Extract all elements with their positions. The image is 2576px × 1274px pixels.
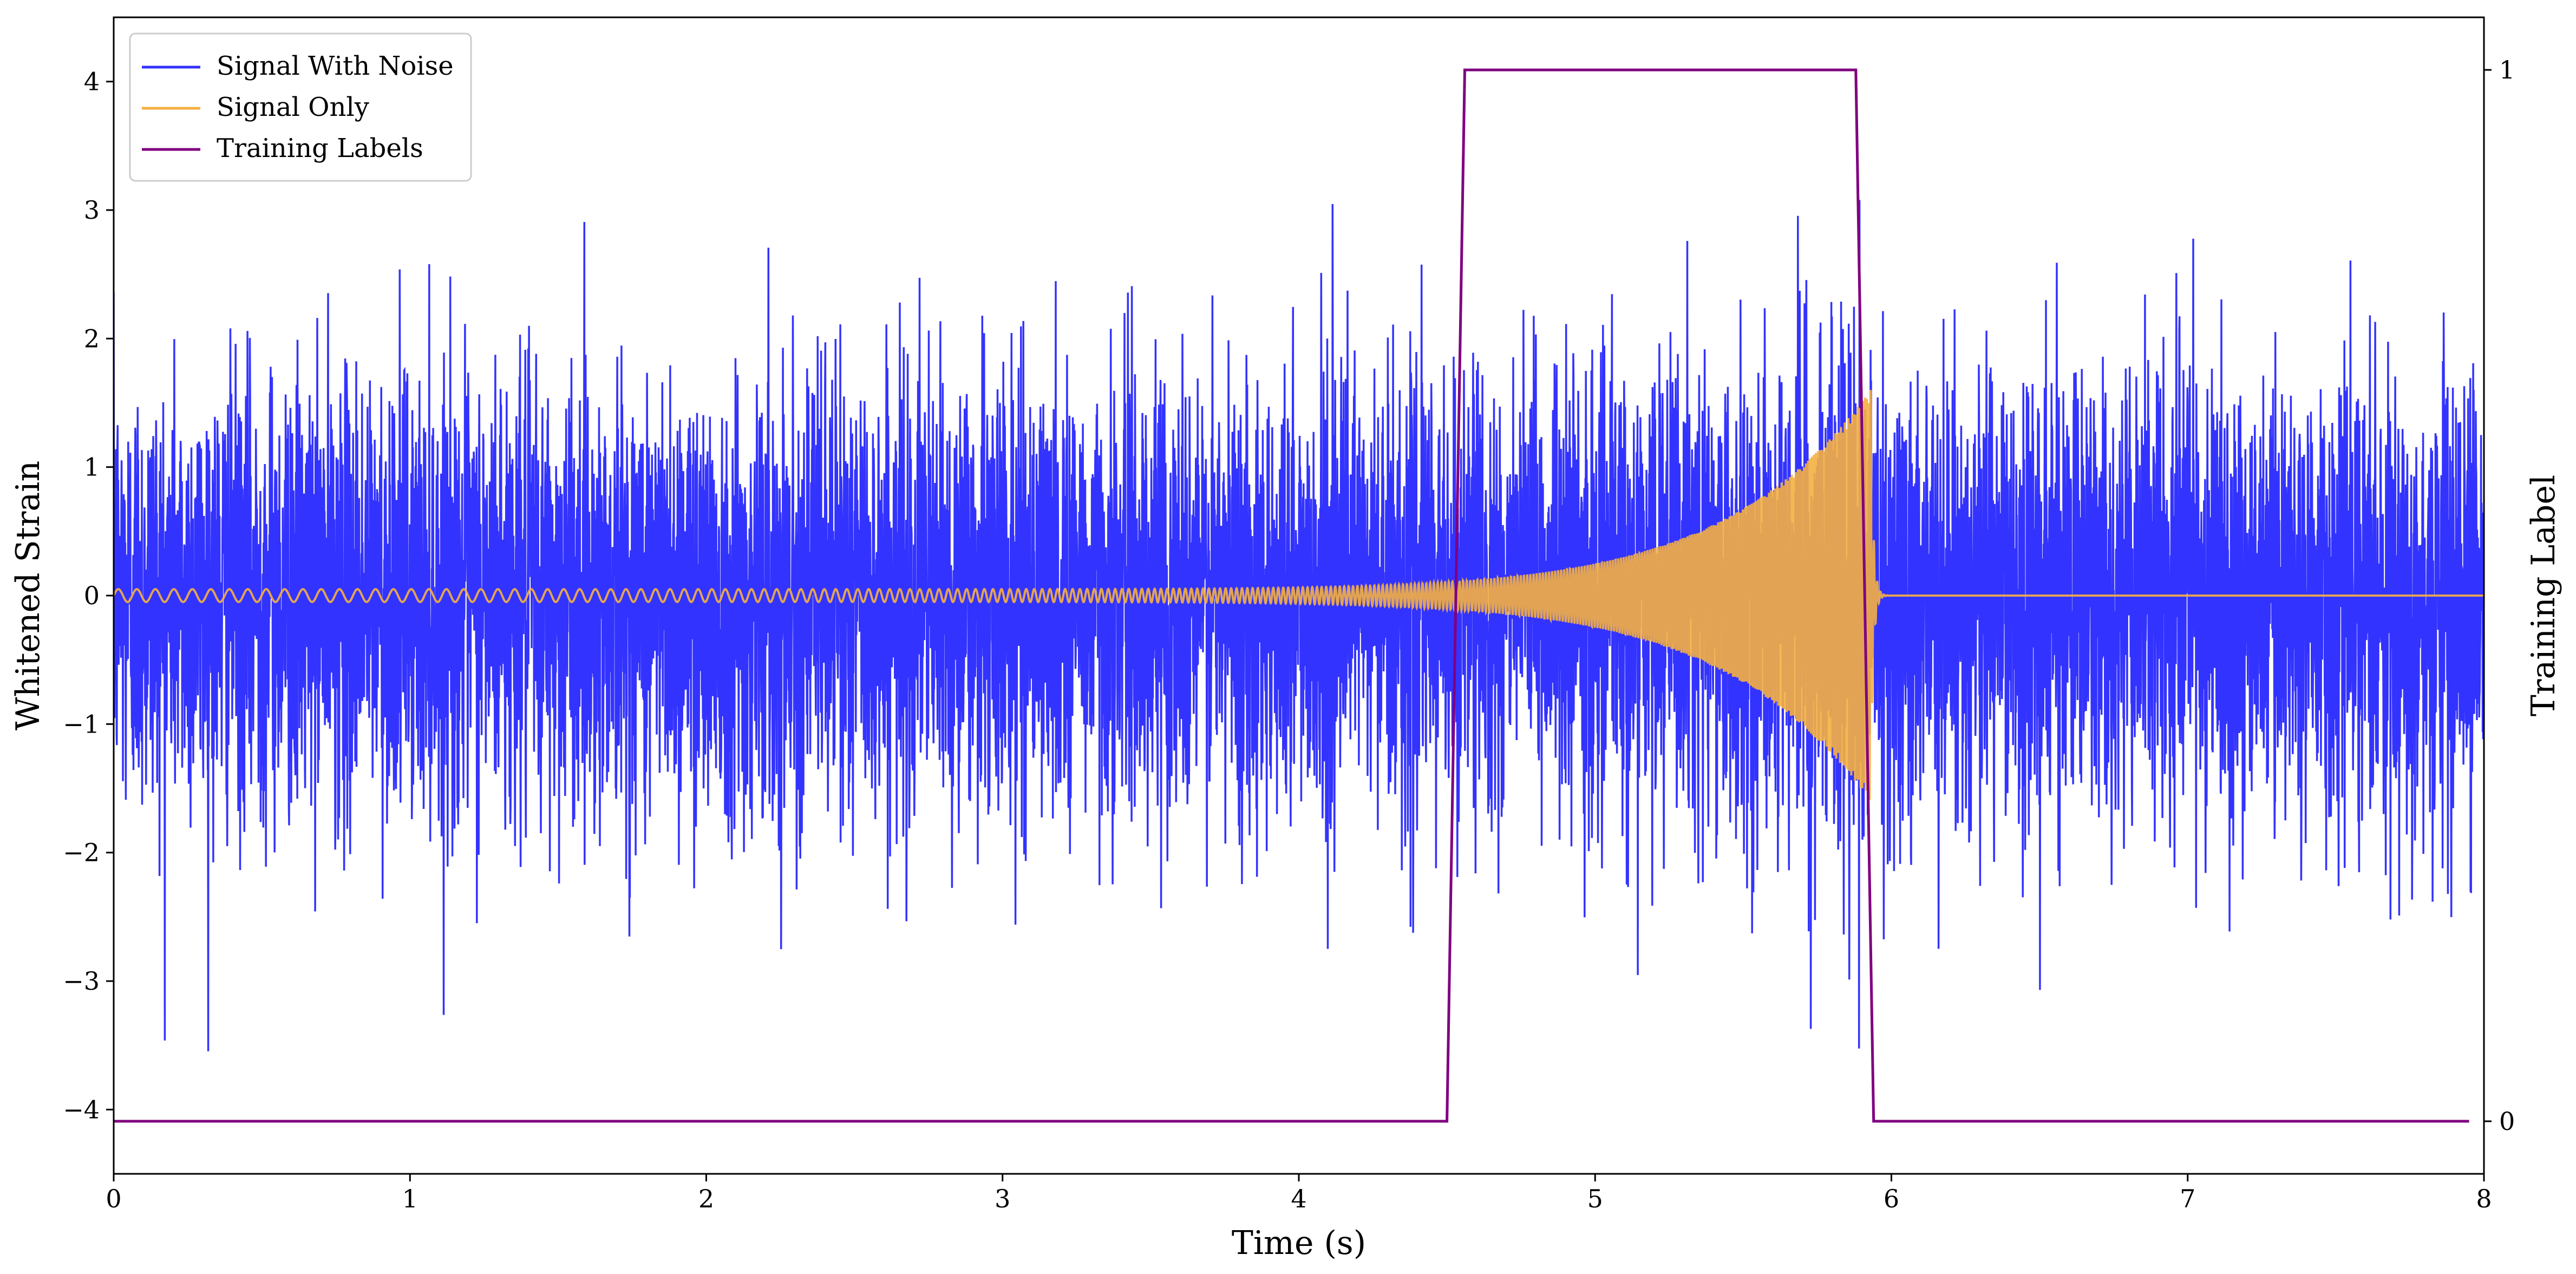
x-tick-label: 0 xyxy=(106,1184,121,1213)
series-training-labels xyxy=(114,68,2469,1123)
y-tick-label: 2 xyxy=(84,324,100,353)
x-tick-label: 8 xyxy=(2476,1184,2492,1213)
y-tick-label: 1 xyxy=(84,453,100,482)
y2-tick-label: 1 xyxy=(2499,55,2515,84)
legend-entry: Signal With Noise xyxy=(217,51,454,81)
y-tick-label: −4 xyxy=(63,1095,100,1124)
x-tick-label: 6 xyxy=(1884,1184,1899,1213)
y-tick-label: −3 xyxy=(63,966,100,996)
x-tick-label: 2 xyxy=(698,1184,714,1213)
series-signal-only xyxy=(114,390,2484,800)
legend-entry: Signal Only xyxy=(217,92,369,122)
y2-axis-label: Training Label xyxy=(2525,475,2562,716)
x-tick-label: 7 xyxy=(2180,1184,2195,1213)
y2-tick-label: 0 xyxy=(2499,1107,2515,1136)
x-tick-label: 3 xyxy=(995,1184,1010,1213)
y-tick-label: 4 xyxy=(84,67,100,96)
plot-area xyxy=(114,68,2484,1123)
x-axis-label: Time (s) xyxy=(1232,1224,1366,1262)
y-tick-label: −1 xyxy=(63,709,100,739)
legend-entry: Training Labels xyxy=(217,133,423,164)
y-tick-label: 0 xyxy=(84,581,100,610)
x-tick-label: 4 xyxy=(1291,1184,1306,1213)
legend: Signal With Noise Signal Only Training Lab… xyxy=(129,32,472,182)
axes: 0 1 2 3 4 5 6 7 8 −4 −3 −2 −1 0 1 2 3 4 0 1 xyxy=(63,16,2515,1213)
y-tick-label: −2 xyxy=(63,838,100,867)
legend-box xyxy=(129,32,472,182)
y-tick-label: 3 xyxy=(84,195,100,225)
x-tick-label: 1 xyxy=(402,1184,418,1213)
x-tick-label: 5 xyxy=(1587,1184,1603,1213)
series-signal-with-noise xyxy=(114,200,2484,1051)
y-axis-label: Whitened Strain xyxy=(9,461,47,730)
